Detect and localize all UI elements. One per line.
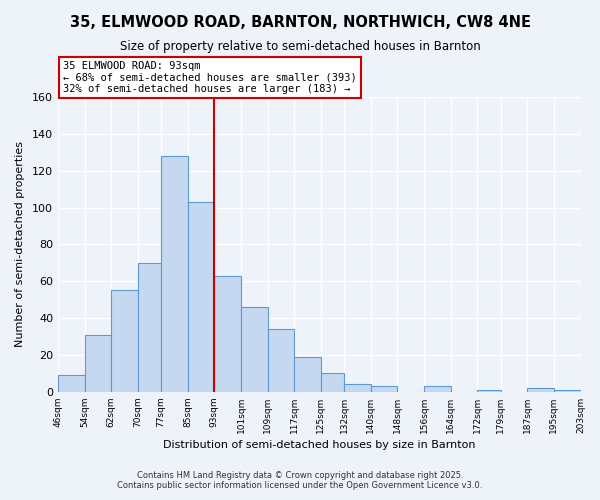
- Text: 35, ELMWOOD ROAD, BARNTON, NORTHWICH, CW8 4NE: 35, ELMWOOD ROAD, BARNTON, NORTHWICH, CW…: [70, 15, 530, 30]
- Text: Size of property relative to semi-detached houses in Barnton: Size of property relative to semi-detach…: [119, 40, 481, 53]
- Bar: [161, 156, 188, 392]
- Bar: [138, 263, 161, 392]
- Bar: [554, 390, 581, 392]
- Bar: [268, 329, 294, 392]
- Text: Contains HM Land Registry data © Crown copyright and database right 2025.
Contai: Contains HM Land Registry data © Crown c…: [118, 470, 482, 490]
- Bar: [58, 375, 85, 392]
- Bar: [85, 334, 111, 392]
- Bar: [111, 290, 138, 392]
- Y-axis label: Number of semi-detached properties: Number of semi-detached properties: [15, 142, 25, 348]
- X-axis label: Distribution of semi-detached houses by size in Barnton: Distribution of semi-detached houses by …: [163, 440, 475, 450]
- Bar: [294, 357, 321, 392]
- Text: 35 ELMWOOD ROAD: 93sqm
← 68% of semi-detached houses are smaller (393)
32% of se: 35 ELMWOOD ROAD: 93sqm ← 68% of semi-det…: [63, 61, 357, 94]
- Bar: [371, 386, 397, 392]
- Bar: [214, 276, 241, 392]
- Bar: [527, 388, 554, 392]
- Bar: [344, 384, 371, 392]
- Bar: [241, 307, 268, 392]
- Bar: [188, 202, 214, 392]
- Bar: [478, 390, 500, 392]
- Bar: [424, 386, 451, 392]
- Bar: [321, 374, 344, 392]
